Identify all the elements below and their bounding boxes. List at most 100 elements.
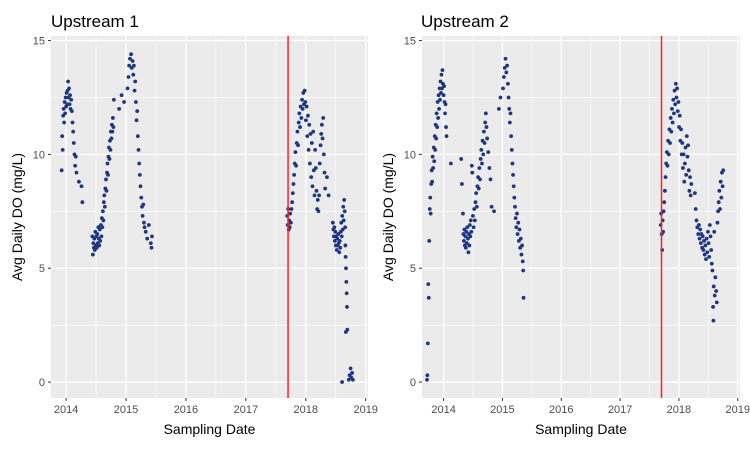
data-point xyxy=(60,134,65,139)
data-point xyxy=(718,179,723,184)
data-point xyxy=(338,245,343,250)
data-point xyxy=(296,143,300,148)
data-point xyxy=(297,111,302,116)
data-point xyxy=(295,129,300,134)
y-tick-label: 15 xyxy=(33,36,45,48)
data-point xyxy=(466,250,471,255)
data-point xyxy=(307,161,312,166)
x-tick-label: 2014 xyxy=(431,404,455,416)
data-point xyxy=(434,111,439,116)
data-point xyxy=(471,225,476,230)
data-point xyxy=(110,129,115,134)
data-point xyxy=(692,191,697,195)
data-point xyxy=(515,232,520,236)
x-axis-label: Sampling Date xyxy=(164,421,256,437)
data-point xyxy=(291,182,296,186)
data-point xyxy=(426,295,431,300)
data-point xyxy=(342,198,347,202)
data-point xyxy=(479,147,484,152)
data-point xyxy=(716,200,721,205)
data-point xyxy=(704,236,709,241)
data-point xyxy=(471,213,475,218)
data-point xyxy=(425,373,430,378)
data-point xyxy=(325,175,329,180)
data-point xyxy=(74,170,79,175)
data-point xyxy=(694,218,699,223)
data-point xyxy=(686,168,691,173)
data-point xyxy=(108,147,113,152)
data-point xyxy=(713,275,718,280)
x-tick-label: 2014 xyxy=(54,404,78,416)
data-point xyxy=(311,129,316,134)
data-point xyxy=(71,129,76,134)
data-point xyxy=(300,106,305,111)
panel-title: Upstream 1 xyxy=(51,12,139,31)
data-point xyxy=(323,186,328,191)
data-point xyxy=(344,279,349,284)
data-point xyxy=(304,118,308,123)
data-point xyxy=(509,134,514,139)
data-point xyxy=(709,248,714,252)
data-point xyxy=(679,127,683,132)
data-point xyxy=(119,93,124,98)
data-point xyxy=(133,79,138,84)
data-point xyxy=(721,168,726,173)
data-point xyxy=(515,211,519,216)
data-point xyxy=(720,184,725,189)
data-point xyxy=(137,172,142,177)
data-point xyxy=(430,179,435,184)
data-point xyxy=(503,56,508,61)
data-point xyxy=(300,97,304,102)
data-point xyxy=(663,175,668,180)
data-point xyxy=(90,252,95,257)
data-point xyxy=(684,134,689,139)
data-point xyxy=(100,225,105,230)
data-point xyxy=(511,172,515,177)
data-point xyxy=(488,177,493,182)
data-point xyxy=(465,225,470,230)
data-point xyxy=(492,209,496,214)
data-point xyxy=(122,100,126,104)
data-point xyxy=(681,166,685,170)
data-point xyxy=(150,234,154,239)
data-point xyxy=(308,132,313,136)
data-point xyxy=(481,129,486,134)
data-point xyxy=(337,239,342,243)
data-point xyxy=(143,229,148,234)
data-point xyxy=(320,136,325,141)
data-point xyxy=(714,289,719,293)
data-point xyxy=(710,268,715,273)
data-point xyxy=(146,223,151,227)
data-point xyxy=(142,225,147,230)
data-point xyxy=(129,52,134,57)
plot-background xyxy=(422,36,740,398)
data-point xyxy=(334,248,339,252)
data-point xyxy=(321,152,326,157)
data-point xyxy=(428,195,433,200)
data-point xyxy=(683,145,688,150)
data-point xyxy=(339,220,344,225)
data-point xyxy=(444,134,449,139)
data-point xyxy=(298,125,302,129)
data-point xyxy=(339,234,344,239)
data-point xyxy=(478,177,482,182)
data-point xyxy=(438,97,442,102)
data-point xyxy=(686,143,690,148)
data-point xyxy=(464,229,469,234)
data-point xyxy=(481,152,486,157)
data-point xyxy=(111,97,116,102)
data-point xyxy=(107,157,112,161)
data-point xyxy=(472,218,477,223)
data-point xyxy=(110,116,115,120)
data-point xyxy=(127,63,132,68)
data-point xyxy=(330,220,335,225)
data-point xyxy=(438,79,443,84)
y-tick-label: 5 xyxy=(39,263,45,275)
data-point xyxy=(439,72,444,77)
data-point xyxy=(474,191,479,195)
x-tick-label: 2016 xyxy=(174,404,198,416)
data-point xyxy=(670,120,675,125)
data-point xyxy=(132,88,137,93)
data-point xyxy=(719,195,724,200)
data-point xyxy=(712,293,717,298)
